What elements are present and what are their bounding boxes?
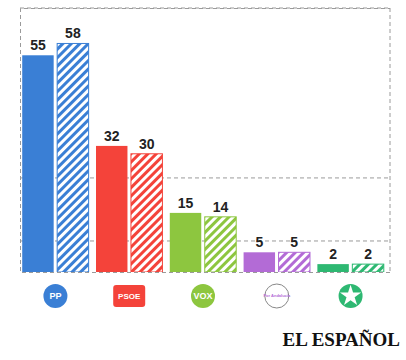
- chart: 55 32 15 5 2 58 30 14 5 2 PP PSOE VOX Por Andalucía EL…: [0, 0, 406, 360]
- y-axis-line: [21, 9, 391, 273]
- category-label: Por Andalucía: [263, 293, 291, 298]
- x-tick: VOX: [193, 291, 212, 301]
- bar: [131, 154, 162, 272]
- data-label: 2: [329, 246, 337, 262]
- data-label: 15: [178, 195, 194, 211]
- x-tick: PP: [49, 291, 61, 301]
- data-label: 2: [364, 246, 372, 262]
- bar: [279, 252, 310, 272]
- logo-star: [340, 285, 361, 305]
- data-label: 14: [213, 199, 229, 215]
- x-axis: PP PSOE VOX Por Andalucía: [49, 291, 350, 301]
- data-label: 5: [255, 234, 263, 250]
- source: EL ESPAÑOL: [283, 329, 400, 350]
- frame-top: [20, 8, 390, 9]
- x-tick: Por Andalucía: [263, 293, 291, 298]
- y-axis: [20, 9, 390, 273]
- bar: [22, 55, 53, 272]
- data-labels: 55 32 15 5 2 58 30 14 5 2: [30, 25, 372, 262]
- category-label: PP: [49, 291, 61, 301]
- bar: [352, 264, 383, 272]
- bar: [244, 252, 275, 272]
- data-label: 30: [139, 136, 155, 152]
- category-label: PSOE: [118, 292, 141, 301]
- data-label: 5: [290, 234, 298, 250]
- bar: [317, 264, 348, 272]
- logo: [339, 284, 363, 308]
- logo: [191, 284, 215, 308]
- plot: 55 32 15 5 2 58 30 14 5 2 PP PSOE VOX Por Andalucía: [20, 8, 390, 308]
- bar: [96, 146, 127, 272]
- data-label: 55: [30, 37, 46, 53]
- category-label: VOX: [193, 291, 212, 301]
- bar: [57, 43, 88, 272]
- logo: [113, 285, 145, 307]
- bar: [170, 213, 201, 272]
- logo: [43, 284, 67, 308]
- x-tick: PSOE: [118, 292, 141, 301]
- data-label: 32: [104, 128, 120, 144]
- data-label: 58: [65, 25, 81, 41]
- bar: [205, 217, 236, 272]
- logos: [43, 284, 362, 308]
- frame-right: [390, 8, 391, 272]
- bars: [22, 43, 384, 272]
